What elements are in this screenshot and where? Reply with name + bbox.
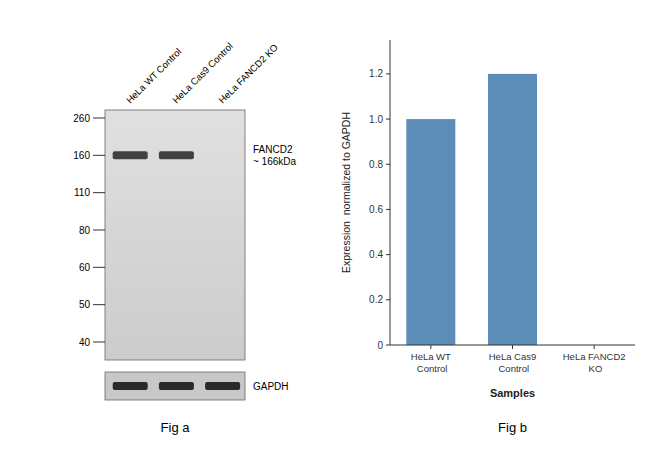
y-tick-label: 1.0 <box>369 114 383 125</box>
y-tick <box>386 209 390 210</box>
y-tick-label: 0.8 <box>369 159 383 170</box>
gapdh-gel <box>105 372 245 400</box>
bar <box>488 74 537 345</box>
blot-annotation: GAPDH <box>253 381 289 392</box>
ladder-label: 40 <box>79 337 91 348</box>
annotation-line: FANCD2 <box>253 144 293 155</box>
ladder-tick <box>93 267 105 268</box>
bar-panel: 00.20.40.60.81.01.2HeLa WT ControlHeLa C… <box>340 40 635 435</box>
x-tick <box>430 345 431 349</box>
ladder-label: 80 <box>79 225 91 236</box>
fancd2-band <box>113 151 148 159</box>
y-tick-label: 0.2 <box>369 294 383 305</box>
ladder-label: 50 <box>79 299 91 310</box>
x-tick-label-line: HeLa WT <box>411 351 451 362</box>
x-tick-label: HeLa FANCD2 KO <box>563 351 626 374</box>
y-tick <box>386 299 390 300</box>
x-axis-label: Samples <box>490 387 535 399</box>
blot-annotation: FANCD2~ 166kDa <box>253 144 297 167</box>
bars <box>406 74 537 345</box>
chart-svg: 26016011080605040HeLa WT ControlHeLa Cas… <box>0 0 650 449</box>
x-tick-label: HeLa WT Control <box>411 351 451 374</box>
annotation-line: GAPDH <box>253 381 289 392</box>
ladder-label: 260 <box>73 113 90 124</box>
x-tick-label-line: Control <box>496 363 529 374</box>
ladder-tick <box>93 192 105 193</box>
fancd2-band <box>159 151 194 159</box>
x-tick-label-line: KO <box>586 363 602 374</box>
bar <box>406 119 455 345</box>
panel-label: Fig a <box>161 420 191 435</box>
x-tick-label-line: HeLa Cas9 <box>489 351 537 362</box>
ladder-tick <box>93 155 105 156</box>
y-tick-label: 0.4 <box>369 249 383 260</box>
ladder-tick <box>93 118 105 119</box>
y-tick <box>386 73 390 74</box>
y-axis <box>390 40 391 345</box>
y-tick <box>386 119 390 120</box>
ladder-tick <box>93 342 105 343</box>
lane-label: HeLa FANCD2 KO <box>216 42 280 106</box>
x-tick <box>512 345 513 349</box>
blot-panel: 26016011080605040HeLa WT ControlHeLa Cas… <box>73 41 296 435</box>
y-tick-label: 0 <box>377 340 383 351</box>
x-tick-label-line: HeLa FANCD2 <box>563 351 626 362</box>
ladder-tick <box>93 304 105 305</box>
y-tick-label: 1.2 <box>369 68 383 79</box>
gapdh-band <box>205 382 240 390</box>
ladder-label: 110 <box>74 187 90 198</box>
panel-label: Fig b <box>498 420 527 435</box>
figure: 26016011080605040HeLa WT ControlHeLa Cas… <box>0 0 650 449</box>
gel <box>105 110 245 360</box>
ladder-label: 60 <box>79 262 91 273</box>
annotation-line: ~ 166kDa <box>253 156 297 167</box>
y-tick <box>386 254 390 255</box>
gapdh-band <box>113 382 148 390</box>
ladder-label: 160 <box>73 150 90 161</box>
x-tick-label-line: Control <box>414 363 447 374</box>
y-tick-label: 0.6 <box>369 204 383 215</box>
x-tick <box>594 345 595 349</box>
ladder-tick <box>93 230 105 231</box>
y-tick <box>386 164 390 165</box>
gapdh-band <box>159 382 194 390</box>
x-tick-label: HeLa Cas9 Control <box>489 351 537 374</box>
y-axis-label: Expression normalized to GAPDH <box>340 112 352 273</box>
y-tick <box>386 345 390 346</box>
